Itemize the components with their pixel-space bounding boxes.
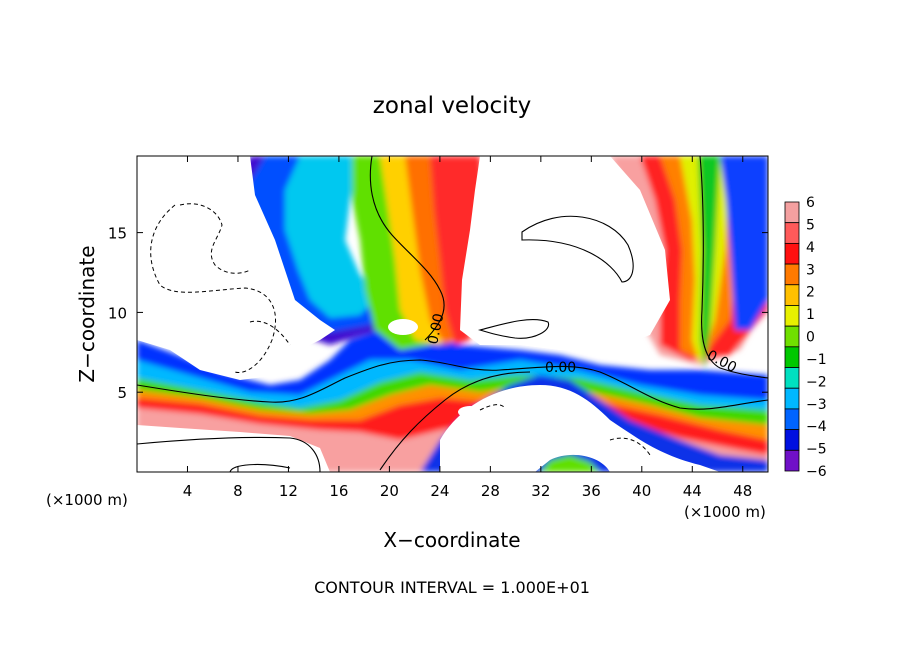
colorbar-label: 2 xyxy=(806,285,815,301)
contour-label-center: 0.00 xyxy=(545,360,576,376)
colorbar-swatch xyxy=(784,408,800,431)
field-right-blue xyxy=(720,156,768,330)
x-tick-label: 28 xyxy=(481,482,500,500)
contour-crescent-upper xyxy=(521,215,634,283)
white-regions xyxy=(137,156,720,472)
dashed-contour-outer xyxy=(150,204,277,374)
colorbar-swatch xyxy=(784,201,800,224)
x-tick-label: 24 xyxy=(430,482,449,500)
colorbar-label: 5 xyxy=(806,217,815,233)
contour-swirl xyxy=(379,371,531,471)
colorbar-label: 1 xyxy=(806,307,815,323)
x-tick-label: 44 xyxy=(683,482,702,500)
colorbar-swatch xyxy=(784,429,800,451)
colorbar-label: 4 xyxy=(806,240,815,256)
colorbar-swatch xyxy=(784,449,800,472)
x-axis-label: X−coordinate xyxy=(383,528,520,552)
white-region-lower-right xyxy=(440,385,720,472)
colorbar-swatch xyxy=(784,387,800,410)
chart-title: zonal velocity xyxy=(373,93,531,119)
x-tick-label: 20 xyxy=(380,482,399,500)
dashed-contour-inner xyxy=(249,320,291,346)
colorbar-swatch xyxy=(784,325,800,348)
y-axis-label: Z−coordinate xyxy=(75,245,99,382)
colorbar-label: −2 xyxy=(806,374,827,390)
colorbar-label: −6 xyxy=(806,464,827,480)
white-blob-small xyxy=(388,319,418,335)
colorbar-swatch xyxy=(784,367,800,389)
contour-lower-left xyxy=(137,436,321,472)
colorbar-swatch xyxy=(784,305,800,327)
plot-frame xyxy=(136,155,769,473)
dashed-contours xyxy=(150,203,651,456)
colorbar-label: 6 xyxy=(806,195,815,211)
x-tick-label: 36 xyxy=(582,482,601,500)
white-blob-bubble xyxy=(458,406,482,418)
contour-zero-upper xyxy=(369,156,445,341)
colorbar-label: −1 xyxy=(806,352,827,368)
colorbar-swatch xyxy=(784,346,800,368)
contour-zero-right xyxy=(699,156,768,379)
dashed-contour-top xyxy=(179,203,251,274)
y-tick-label: 15 xyxy=(108,225,127,243)
colorbar: 6 5 4 3 2 1 0 −1 −2 −3 −4 −5 −6 xyxy=(784,195,827,480)
x-unit-left: (×1000 m) xyxy=(46,491,128,509)
x-tick-label: 48 xyxy=(733,482,752,500)
contour-crescent-lower xyxy=(477,319,550,339)
white-region-upper-left xyxy=(137,156,335,380)
colorbar-swatch xyxy=(784,242,800,265)
x-tick-label: 12 xyxy=(279,482,298,500)
colorbar-swatch xyxy=(784,222,800,244)
colorbar-swatch xyxy=(784,284,800,306)
contour-bottom-bump xyxy=(229,464,291,472)
x-tick-label: 32 xyxy=(531,482,550,500)
colorbar-label: −5 xyxy=(806,442,827,458)
colorbar-label: −3 xyxy=(806,397,827,413)
white-region-lower-left xyxy=(137,425,330,472)
white-region-center xyxy=(460,156,670,350)
colorbar-label: 3 xyxy=(806,262,815,278)
y-tick-label: 10 xyxy=(108,304,127,322)
x-tick-label: 4 xyxy=(183,482,193,500)
dashed-contour-bottom xyxy=(609,437,651,456)
x-tick-label: 16 xyxy=(329,482,348,500)
dashed-contour-right xyxy=(479,404,506,411)
footer-text: CONTOUR INTERVAL = 1.000E+01 xyxy=(314,578,590,597)
x-tick-label: 40 xyxy=(632,482,651,500)
contour-label-upper: 0.00 xyxy=(425,312,447,346)
contour-lines xyxy=(137,156,768,472)
velocity-field: 0.00 0.00 0.00 xyxy=(137,156,768,472)
colorbar-label: −4 xyxy=(806,419,827,435)
colorbar-swatch xyxy=(784,263,800,286)
x-unit-right: (×1000 m) xyxy=(684,503,766,521)
y-tick-label: 5 xyxy=(117,384,127,402)
field-plume-cyan xyxy=(285,156,380,318)
colorbar-label: 0 xyxy=(806,330,815,346)
contour-zero-main xyxy=(137,359,768,410)
field-swirl-green xyxy=(540,455,600,472)
x-tick-label: 8 xyxy=(233,482,243,500)
